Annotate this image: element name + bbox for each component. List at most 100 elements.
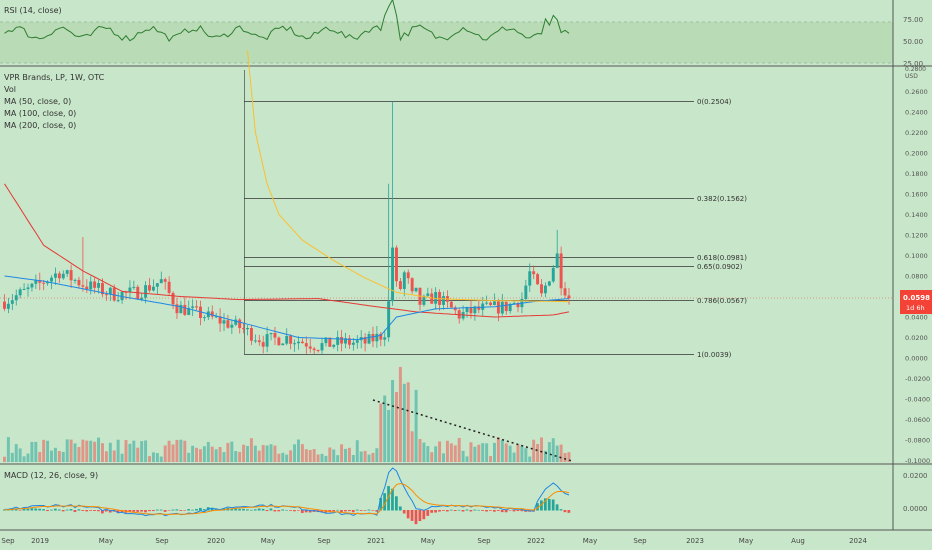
macd-tick-0: 0.0000 bbox=[903, 505, 928, 513]
macd-histogram-bar bbox=[300, 510, 304, 513]
volume-bar bbox=[445, 440, 449, 462]
volume-bar bbox=[230, 441, 234, 462]
macd-histogram-bar bbox=[38, 508, 42, 511]
candle-body bbox=[489, 302, 493, 305]
macd-title: MACD (12, 26, close, 9) bbox=[4, 471, 98, 480]
volume-bar bbox=[512, 452, 516, 462]
volume-bar bbox=[434, 446, 438, 462]
volume-bar bbox=[438, 441, 442, 462]
macd-histogram-bar bbox=[30, 508, 34, 511]
candle-body bbox=[504, 301, 508, 312]
macd-histogram-bar bbox=[73, 510, 77, 513]
time-axis: Sep 2019 May Sep 2020 May Sep 2021 May Sep 2022 May… bbox=[1, 537, 867, 545]
volume-bar bbox=[371, 452, 375, 462]
candle-body bbox=[3, 301, 6, 309]
macd-histogram-bar bbox=[249, 509, 253, 511]
macd-histogram-bar bbox=[559, 509, 563, 511]
macd-histogram-bar bbox=[481, 510, 484, 511]
volume-bar bbox=[120, 453, 124, 462]
macd-histogram-bar bbox=[175, 509, 179, 511]
volume-bar bbox=[312, 449, 316, 462]
volume-bar bbox=[320, 453, 324, 462]
candle-body bbox=[532, 271, 536, 275]
volume-bar bbox=[297, 439, 300, 462]
volume-bar bbox=[524, 448, 528, 462]
candle-body bbox=[155, 283, 159, 287]
time-tick-label: Sep bbox=[155, 537, 169, 545]
candle-body bbox=[104, 294, 108, 296]
volume-bar bbox=[269, 444, 273, 462]
legend-volume[interactable]: Vol bbox=[4, 85, 16, 94]
macd-histogram-bar bbox=[493, 510, 496, 512]
price-tick-label: 0.1000 bbox=[905, 252, 928, 260]
candle-body bbox=[453, 307, 457, 311]
volume-bar bbox=[26, 453, 30, 462]
rsi-band bbox=[0, 22, 893, 63]
macd-histogram-bar bbox=[140, 510, 143, 512]
macd-histogram-bar bbox=[69, 509, 73, 511]
candle-body bbox=[218, 316, 222, 324]
macd-histogram-bar bbox=[128, 510, 132, 513]
macd-histogram-bar bbox=[293, 510, 296, 512]
candle-body bbox=[563, 288, 567, 296]
candle-body bbox=[6, 303, 10, 309]
candle-body bbox=[253, 340, 257, 342]
macd-histogram-bar bbox=[77, 509, 81, 511]
legend-ma50[interactable]: MA (50, close, 0) bbox=[4, 97, 71, 106]
legend-ma200[interactable]: MA (200, close, 0) bbox=[4, 121, 76, 130]
time-tick-label: Sep bbox=[317, 537, 331, 545]
volume-bar bbox=[285, 454, 289, 462]
macd-histogram-bar bbox=[418, 510, 422, 522]
volume-bar bbox=[422, 442, 426, 462]
volume-bar bbox=[324, 455, 328, 462]
candle-body bbox=[324, 337, 328, 344]
volume-bar bbox=[379, 403, 383, 462]
candle-body bbox=[187, 307, 191, 315]
candle-body bbox=[371, 334, 375, 342]
macd-histogram-bar bbox=[214, 508, 218, 511]
candle-body bbox=[387, 301, 391, 338]
currency-label: USD bbox=[905, 73, 918, 80]
macd-histogram-bar bbox=[42, 509, 45, 511]
last-price-badge bbox=[900, 290, 932, 314]
volume-bar bbox=[465, 456, 469, 462]
macd-histogram-bar bbox=[22, 508, 26, 511]
volume-bar bbox=[528, 456, 532, 462]
volume-bars bbox=[3, 367, 571, 462]
candle-body bbox=[442, 296, 445, 305]
macd-histogram-bar bbox=[277, 510, 281, 512]
volume-bar bbox=[500, 440, 504, 462]
price-tick-label: 0.1800 bbox=[905, 170, 928, 178]
volume-bar bbox=[38, 452, 42, 462]
volume-bar bbox=[540, 437, 543, 462]
time-tick-label: Sep bbox=[633, 537, 647, 545]
candle-body bbox=[116, 300, 120, 302]
macd-histogram-bar bbox=[344, 510, 347, 512]
volume-bar bbox=[195, 447, 199, 462]
macd-histogram-bar bbox=[191, 509, 194, 511]
volume-bar bbox=[567, 452, 571, 462]
legend-ma100[interactable]: MA (100, close, 0) bbox=[4, 109, 76, 118]
candle-body bbox=[383, 337, 387, 340]
fib-level-label: 0.382(0.1562) bbox=[697, 195, 747, 203]
fibonacci-retracement[interactable]: 0(0.2504) 0.382(0.1562) 0.618(0.0981)0.65(… bbox=[244, 70, 747, 359]
volume-bar bbox=[144, 440, 148, 462]
volume-bar bbox=[273, 445, 277, 462]
last-price-value: 0.0598 bbox=[903, 294, 930, 302]
macd-histogram-bar bbox=[14, 508, 18, 511]
volume-bar bbox=[65, 439, 69, 462]
macd-histogram-bar bbox=[238, 509, 241, 511]
macd-histogram-bar bbox=[253, 509, 257, 511]
volume-bar bbox=[187, 452, 191, 462]
volume-bar bbox=[206, 441, 210, 462]
candle-body bbox=[167, 281, 171, 294]
candle-body bbox=[242, 328, 246, 330]
volume-bar bbox=[246, 445, 249, 462]
volume-bar bbox=[210, 446, 214, 462]
candle-body bbox=[210, 311, 214, 317]
legend-symbol[interactable]: VPR Brands, LP, 1W, OTC bbox=[4, 73, 105, 82]
macd-histogram-bar bbox=[46, 510, 49, 512]
price-tick-label: 0.2400 bbox=[905, 109, 928, 117]
macd-histogram-bar bbox=[426, 510, 430, 516]
